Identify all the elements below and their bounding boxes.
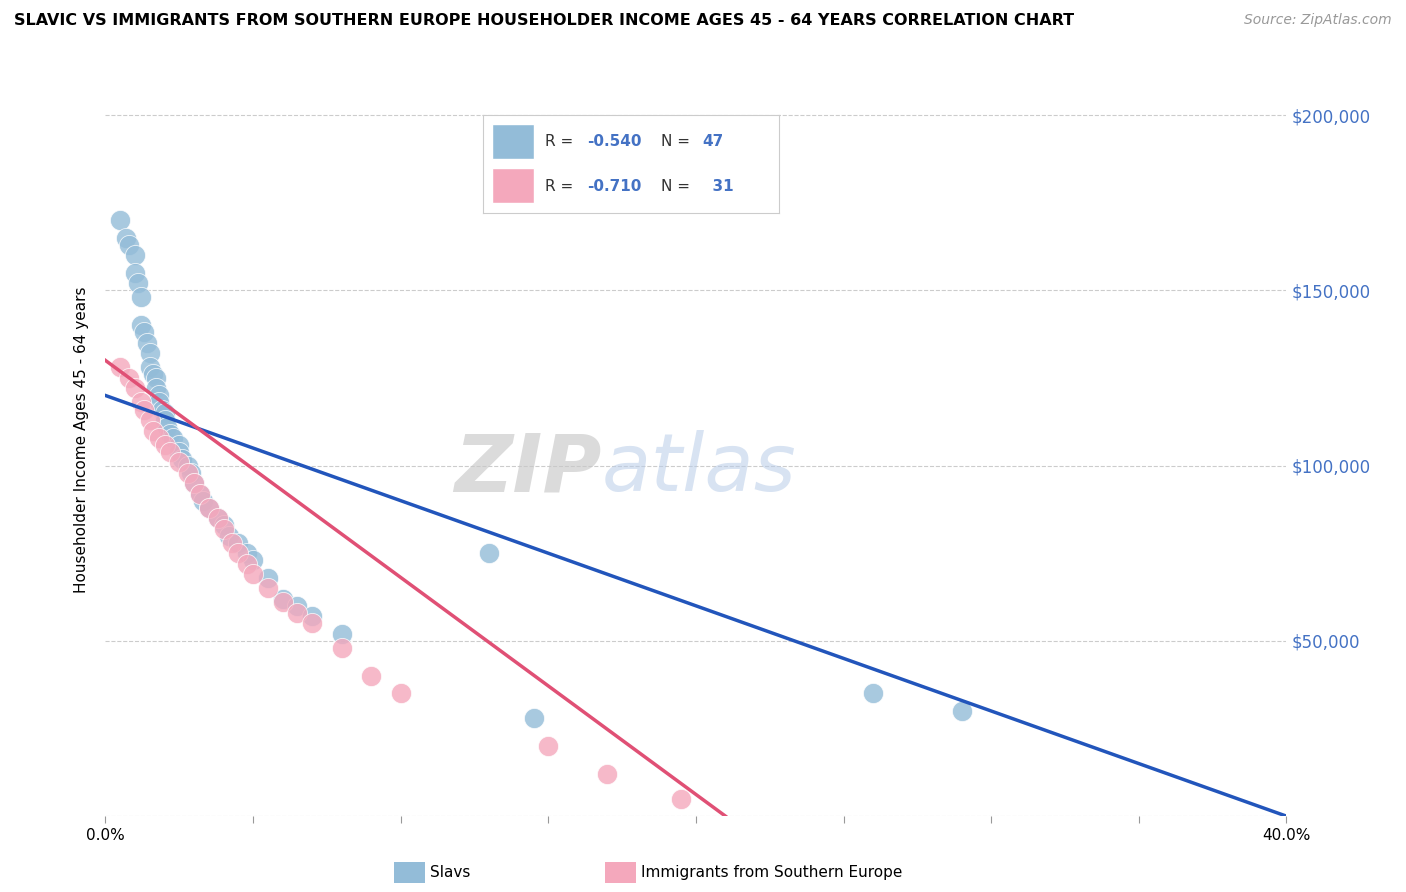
Point (145, 382, 167, 396)
Point (153, 413, 176, 427)
Text: ZIP: ZIP (454, 431, 602, 508)
Point (271, 591, 294, 606)
Point (124, 248, 146, 262)
Point (360, 669, 382, 683)
Point (138, 346, 162, 360)
Point (180, 466, 202, 480)
Point (169, 455, 191, 469)
Point (188, 486, 211, 500)
Point (115, 231, 138, 245)
Point (110, 360, 132, 375)
Text: R =: R = (546, 179, 578, 194)
Point (148, 431, 170, 445)
FancyBboxPatch shape (492, 168, 534, 203)
Point (159, 427, 181, 442)
Point (110, 213, 132, 227)
Point (389, 686, 412, 700)
Point (330, 640, 353, 655)
Text: atlas: atlas (602, 431, 796, 508)
Point (153, 437, 176, 451)
Point (197, 500, 219, 515)
Point (162, 431, 184, 445)
Point (132, 326, 155, 340)
Text: Slavs: Slavs (430, 865, 471, 880)
Point (256, 582, 278, 596)
Point (177, 466, 200, 480)
Text: 31: 31 (702, 179, 734, 194)
Point (478, 546, 501, 560)
Point (218, 529, 240, 543)
Point (124, 266, 146, 280)
Point (156, 420, 179, 434)
Point (287, 599, 309, 613)
Text: -0.710: -0.710 (586, 179, 641, 194)
Text: Immigrants from Southern Europe: Immigrants from Southern Europe (641, 865, 903, 880)
Point (153, 406, 176, 420)
Point (287, 606, 309, 620)
Point (212, 518, 235, 533)
Text: R =: R = (546, 134, 578, 149)
Text: SLAVIC VS IMMIGRANTS FROM SOUTHERN EUROPE HOUSEHOLDER INCOME AGES 45 - 64 YEARS : SLAVIC VS IMMIGRANTS FROM SOUTHERN EUROP… (14, 13, 1074, 29)
Point (236, 557, 259, 571)
FancyBboxPatch shape (492, 124, 534, 160)
Point (191, 493, 214, 508)
Point (271, 595, 294, 609)
Point (159, 444, 181, 458)
Point (197, 500, 219, 515)
Point (226, 535, 250, 549)
Point (256, 571, 278, 585)
Point (142, 424, 165, 438)
Point (127, 277, 149, 291)
Point (221, 535, 243, 549)
Point (169, 437, 191, 451)
Point (188, 486, 211, 500)
Point (212, 522, 235, 536)
Point (596, 767, 619, 781)
Point (330, 627, 353, 641)
Point (226, 546, 250, 560)
Point (150, 402, 173, 417)
Point (124, 382, 146, 396)
Point (301, 616, 323, 631)
Point (169, 444, 191, 458)
Point (129, 395, 152, 409)
Point (177, 458, 200, 473)
Text: 47: 47 (702, 134, 723, 149)
Point (183, 476, 205, 491)
Point (950, 704, 973, 718)
Point (537, 739, 560, 753)
Point (183, 476, 205, 491)
Point (862, 686, 884, 700)
Point (301, 609, 323, 624)
Y-axis label: Householder Income Ages 45 - 64 years: Householder Income Ages 45 - 64 years (75, 286, 90, 592)
Point (671, 791, 693, 805)
Point (236, 546, 259, 560)
Text: N =: N = (661, 179, 695, 194)
Point (129, 318, 152, 333)
Point (142, 368, 165, 382)
Point (148, 388, 170, 402)
Point (207, 511, 229, 525)
Text: Source: ZipAtlas.com: Source: ZipAtlas.com (1244, 13, 1392, 28)
Point (522, 711, 544, 725)
Point (242, 553, 264, 567)
Point (118, 371, 141, 385)
Point (138, 413, 162, 427)
Point (138, 360, 162, 375)
Point (145, 371, 167, 385)
Point (129, 290, 152, 304)
Point (118, 237, 141, 252)
Point (132, 402, 155, 417)
Text: N =: N = (661, 134, 695, 149)
Point (135, 335, 157, 350)
Point (207, 511, 229, 525)
Point (148, 395, 170, 409)
Text: -0.540: -0.540 (586, 134, 641, 149)
Point (172, 451, 194, 466)
Point (242, 567, 264, 582)
